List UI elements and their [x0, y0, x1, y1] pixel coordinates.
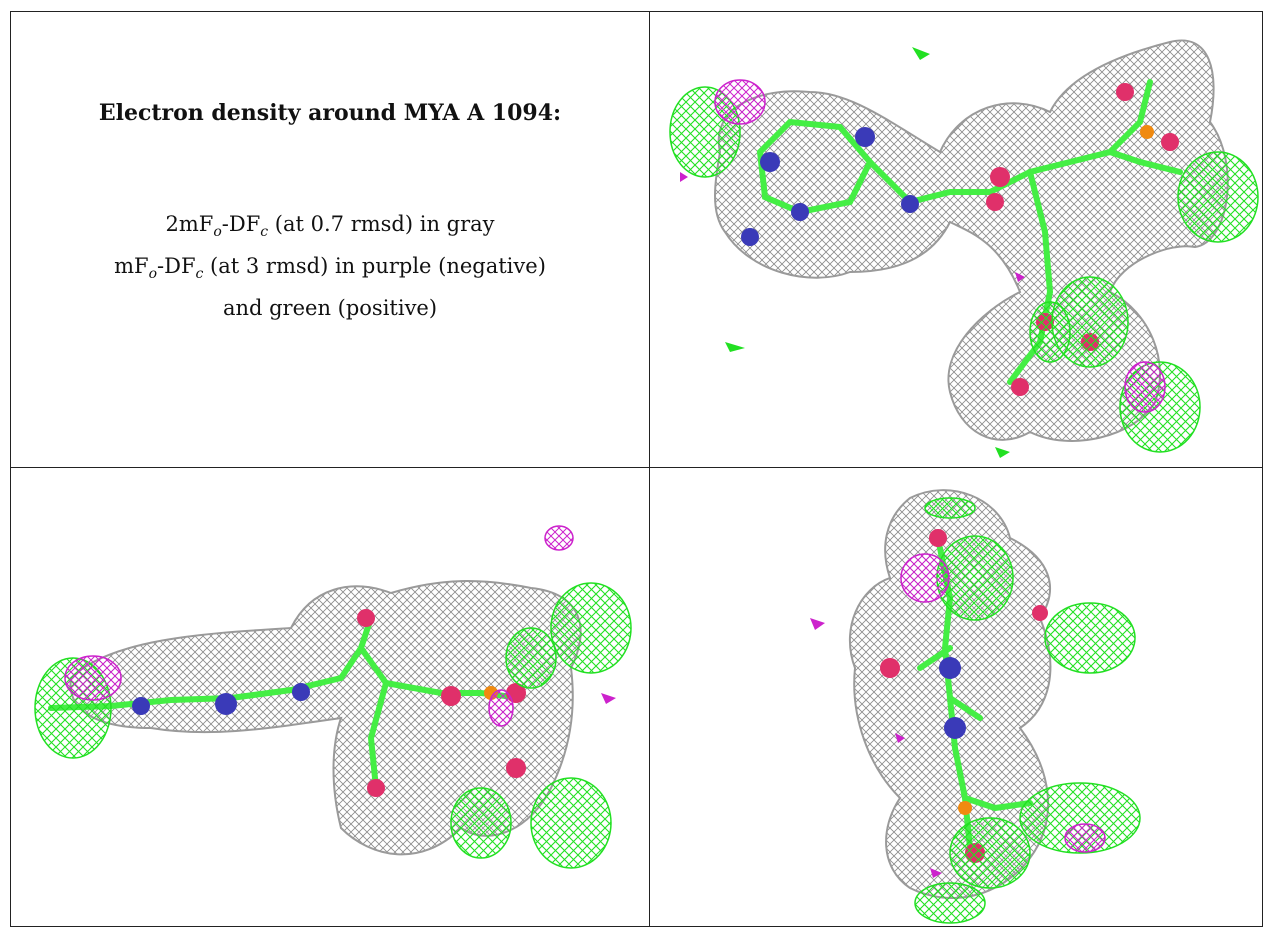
legend-line-2fofc: 2mFo-DFc (at 0.7 rmsd) in gray: [165, 212, 495, 241]
positive-density-mesh: [914, 497, 1141, 924]
caption-title: Electron density around MYA A 1094:: [98, 100, 562, 126]
caption-description: 2mFo-DFc (at 0.7 rmsd) in gray mFo-DFc (…: [11, 207, 649, 325]
legend-line-fofc: mFo-DFc (at 3 rmsd) in purple (negative): [114, 254, 546, 283]
density-image-3: [810, 489, 1141, 924]
density-view-bottom-left: [11, 468, 649, 927]
positive-density-mesh: [34, 582, 632, 869]
density-image-1: [669, 39, 1259, 458]
negative-density-mesh: [64, 525, 616, 727]
density-view-top-right: [650, 12, 1263, 467]
density-view-bottom-right: [650, 468, 1263, 927]
molecule-sticks: [756, 79, 1183, 385]
density-image-2: [34, 525, 632, 869]
table-divider-horizontal: [11, 467, 1262, 468]
negative-density-mesh: [680, 79, 1166, 413]
atom-spheres: [880, 529, 1048, 863]
caption-cell: Electron density around MYA A 1094: 2mFo…: [11, 12, 649, 467]
table-divider-vertical: [649, 12, 650, 926]
legend-line-colors: and green (positive): [222, 296, 438, 321]
figure-table: Electron density around MYA A 1094: 2mFo…: [10, 11, 1263, 927]
negative-density-mesh: [810, 553, 1106, 878]
